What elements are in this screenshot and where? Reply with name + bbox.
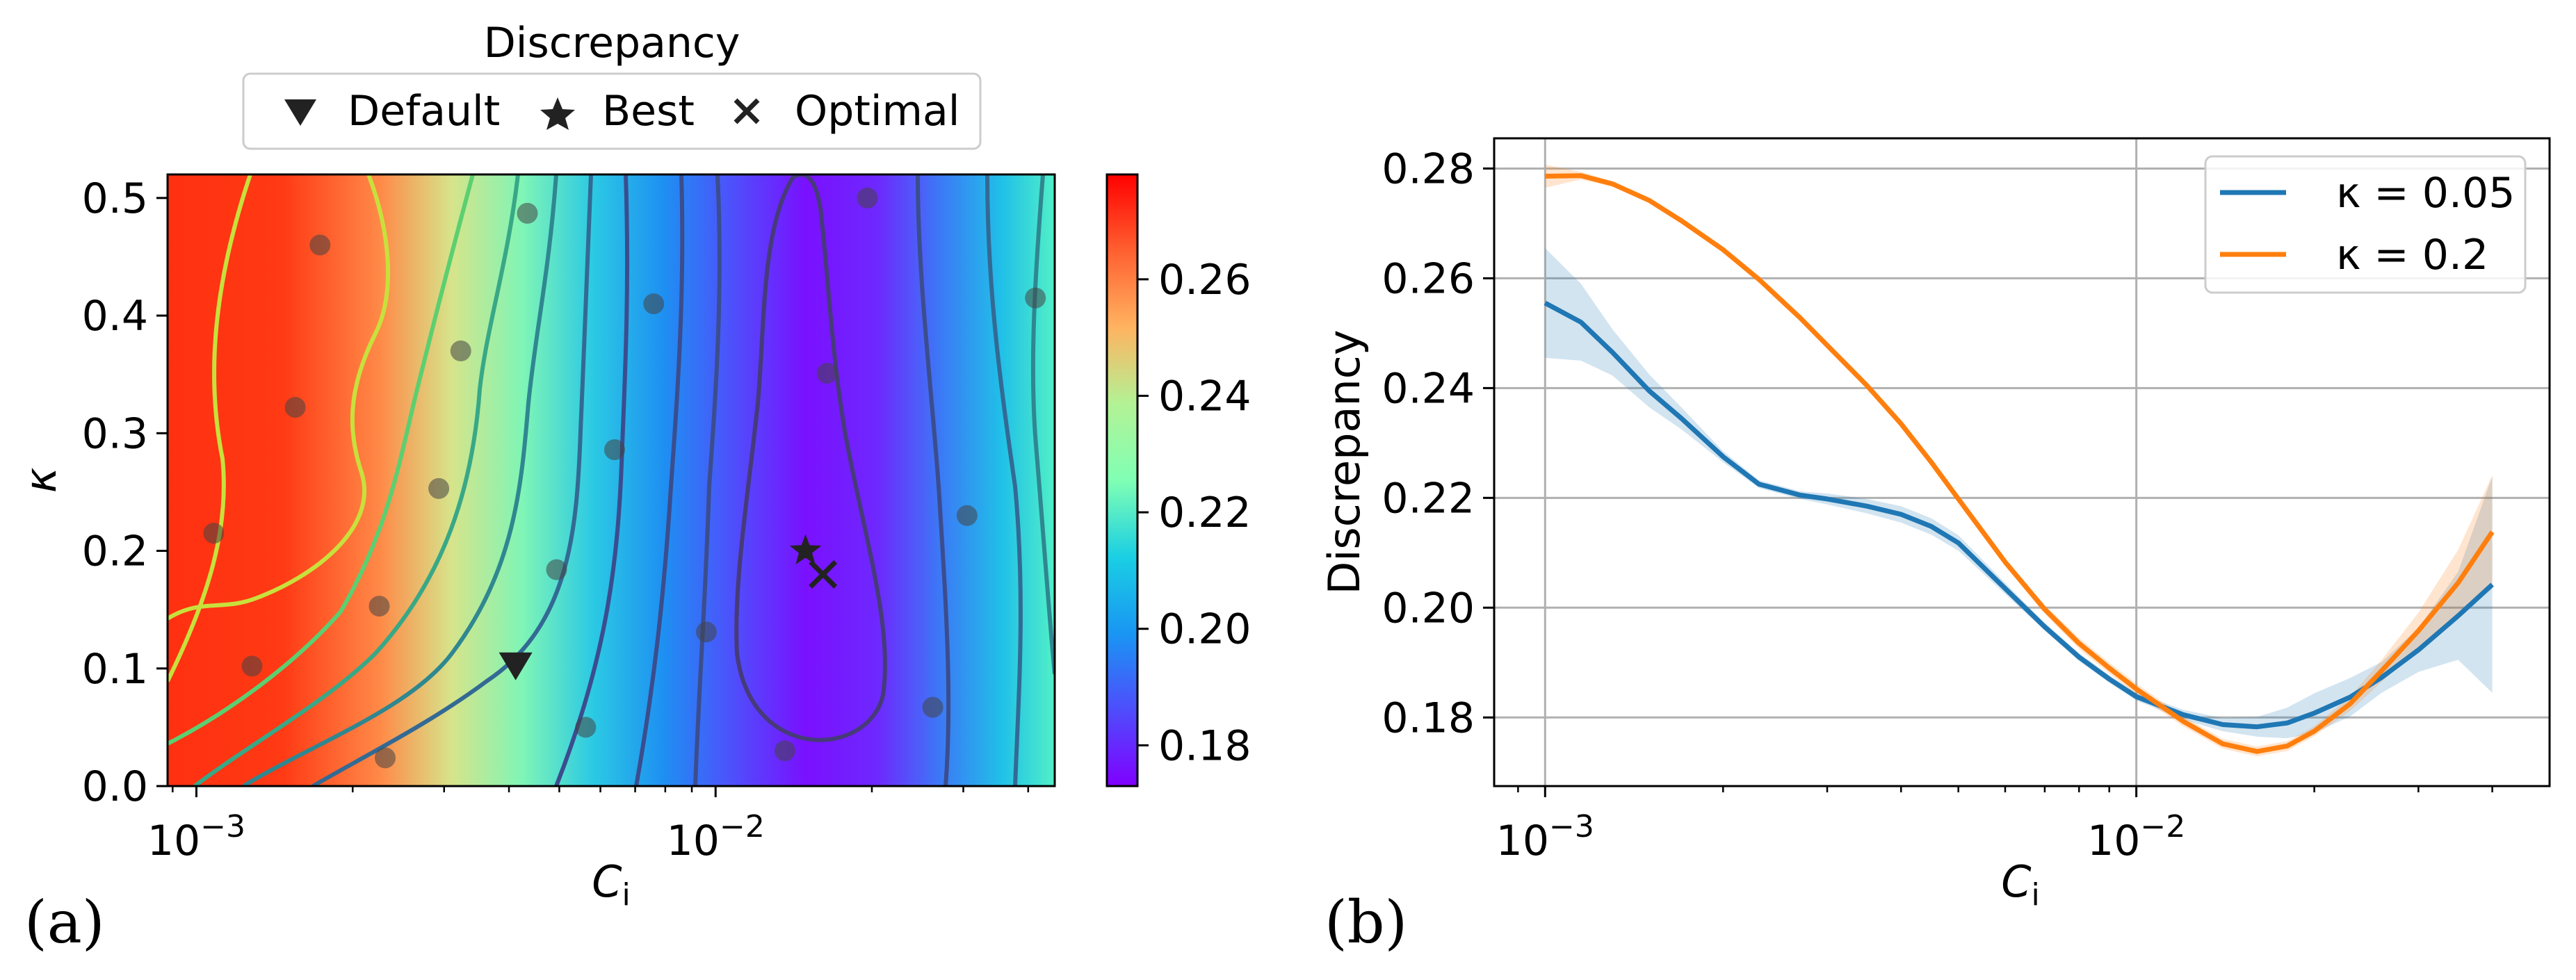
panel-b: 10−3 10−2 0.18 0.20 0.22 0.24 0.26 0.28 Ci Disc… [1319,137,2551,956]
contour-line [193,174,520,786]
sample-point [546,559,567,580]
x-tick-label-a: 10−2 [667,809,765,865]
x-tick-label-b: 10−3 [1496,809,1594,865]
contour-lines [168,174,1055,786]
y-tick-label-a: 0.2 [82,528,148,576]
sample-point [857,187,878,209]
series-line [1544,300,2494,730]
y-tick-label-b: 0.24 [1382,364,1475,413]
panel-label-b: (b) [1325,888,1407,956]
sample-point [450,340,471,361]
heatmap-field [168,174,1055,786]
panel-a: 10−3 10−2 0.0 0.1 0.2 0.3 0.4 0.5 Ci κ Discrepa… [15,19,1251,956]
sample-point [643,293,665,315]
legend-marker-default [284,99,316,126]
sample-point [575,717,597,738]
x-tick-label-b: 10−2 [2087,809,2185,865]
legend-label-default: Default [348,87,500,136]
series-line [1545,173,2495,754]
y-axis-title-a: κ [15,467,66,493]
contour-line [168,174,475,746]
best-marker [789,534,822,564]
optimal-marker [809,560,838,589]
contour-line [985,174,1023,786]
y-tick-label-a: 0.1 [82,645,148,694]
y-tick-label-a: 0.4 [82,292,148,341]
legend-marker-best [540,97,575,130]
y-tick-label-b: 0.20 [1382,584,1475,632]
contour-line [1030,174,1055,675]
contour-line [242,174,558,786]
sample-point [368,596,390,617]
sample-point [284,397,306,418]
legend-b: κ = 0.05 κ = 0.2 [2204,155,2527,294]
legend-a: Discrepancy Default Best Optimal [242,19,982,150]
colorbar-tick-label: 0.26 [1158,256,1251,304]
default-marker [499,652,533,680]
y-tick-label-a: 0.0 [82,762,148,811]
x-axis-title-b: Ci [2001,856,2040,913]
sample-point [956,505,978,526]
y-tick-label-b: 0.22 [1382,474,1475,523]
contour-line [693,174,722,786]
x-axis-title-a: Ci [592,856,631,913]
contour-line [634,174,685,786]
sample-point [517,202,538,224]
colorbar: 0.18 0.20 0.22 0.24 0.26 [1105,173,1251,787]
colorbar-tick-label: 0.20 [1158,605,1251,654]
legend-label-best: Best [602,87,695,136]
sample-point [203,523,225,544]
axes-frame-b [1493,137,2551,787]
y-axis-title-b: Discrepancy [1319,329,1370,594]
contour-line [734,174,887,742]
colorbar-tick-label: 0.24 [1158,372,1251,420]
colorbar-tick-label: 0.18 [1158,721,1251,770]
y-tick-label-b: 0.28 [1382,145,1475,193]
legend-box [242,72,982,150]
y-tick-label-b: 0.18 [1382,694,1475,742]
sample-point [309,234,331,256]
sample-point [816,363,838,384]
sample-point [922,696,943,718]
legend-label-optimal: Optimal [795,87,959,136]
contour-line [916,174,951,786]
y-tick-label-a: 0.5 [82,174,148,223]
x-tick-label-a: 10−3 [147,809,245,865]
y-tick-label-b: 0.26 [1382,254,1475,303]
sample-point [374,747,396,769]
panel-label-a: (a) [24,888,105,956]
legend-marker-optimal [734,98,760,124]
contour-line [311,174,593,786]
contour-line [168,174,252,683]
contour-line [168,174,391,621]
colorbar-tick-label: 0.22 [1158,489,1251,537]
sample-point [774,740,795,762]
y-tick-label-a: 0.3 [82,409,148,458]
sample-point [695,621,717,643]
legend-label-kappa-005: κ = 0.05 [2336,169,2515,218]
sample-point [1025,287,1046,309]
sample-point [604,439,625,460]
legend-title: Discrepancy [484,19,740,67]
sample-point [428,477,450,499]
legend-label-kappa-02: κ = 0.2 [2336,231,2488,279]
axes-frame-a [166,173,1056,787]
colorbar-gradient [1105,173,1139,787]
sample-point [241,655,263,677]
